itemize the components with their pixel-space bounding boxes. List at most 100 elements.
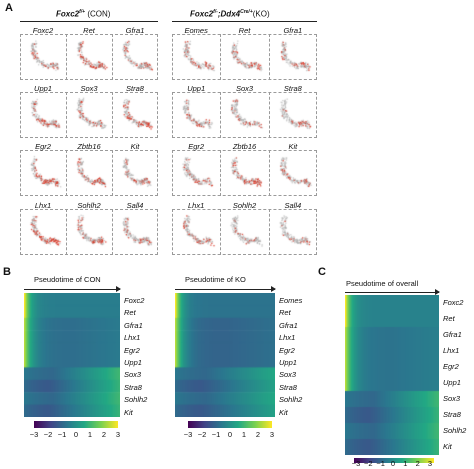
umap-plot bbox=[22, 211, 64, 249]
heatmap-gene-label: Foxc2 bbox=[124, 296, 145, 305]
umap-plot bbox=[68, 152, 110, 190]
umap-separator bbox=[220, 150, 222, 196]
heatmap-ko-title: Pseudotime of KO bbox=[185, 275, 246, 284]
heatmap-gene-label: Sohlh2 bbox=[279, 395, 303, 405]
heatmap-gene-label: Kit bbox=[443, 442, 452, 451]
heatmap-gene-label: Sohlh2 bbox=[443, 426, 467, 435]
colorbar-tick-label: −2 bbox=[43, 430, 53, 439]
umap-plot bbox=[222, 211, 267, 249]
colorbar-b2 bbox=[188, 421, 272, 428]
title-mid: ;Ddx4 bbox=[217, 9, 241, 19]
heatmap-gene-label: Eomes bbox=[279, 296, 303, 305]
umap-gene-label: Sohlh2 bbox=[77, 201, 101, 210]
umap-plot bbox=[68, 211, 110, 249]
colorbar-tick-label: 3 bbox=[115, 430, 121, 439]
colorbar-tick-label: −3 bbox=[29, 430, 39, 439]
umap-gene-label: Egr2 bbox=[188, 142, 205, 151]
heatmap-overall bbox=[345, 295, 439, 455]
umap-gene-label: Kit bbox=[288, 142, 298, 151]
heatmap-gene-label: Upp1 bbox=[124, 358, 142, 367]
group-underline-con bbox=[20, 21, 158, 22]
umap-plot bbox=[22, 152, 64, 190]
colorbar-tick-label: 1 bbox=[87, 430, 93, 439]
umap-gene-label: Lhx1 bbox=[188, 201, 205, 210]
umap-separator bbox=[66, 209, 67, 255]
umap-gene-label: Sox3 bbox=[235, 84, 254, 93]
pseudotime-arrow-ko bbox=[175, 286, 276, 292]
pseudotime-arrow-con bbox=[24, 286, 121, 292]
heatmap-gene-label: Sox3 bbox=[279, 370, 297, 380]
umap-gene-label: Sall4 bbox=[284, 201, 302, 210]
heatmap-gene-label: Stra8 bbox=[443, 410, 461, 419]
colorbar-b1 bbox=[34, 421, 118, 428]
title-gene: Foxc2 bbox=[56, 9, 80, 19]
umap-gene-label: Eomes bbox=[184, 26, 208, 35]
title-genotype: f/+ bbox=[79, 9, 86, 15]
umap-separator bbox=[112, 209, 113, 255]
umap-plot bbox=[174, 94, 218, 132]
umap-plot bbox=[114, 152, 156, 190]
panel-c-label: C bbox=[318, 266, 326, 278]
umap-plot bbox=[270, 94, 315, 132]
heatmap-con bbox=[24, 293, 120, 417]
umap-gene-label: Gfra1 bbox=[125, 26, 145, 35]
panel-a-label: A bbox=[5, 2, 13, 14]
umap-plot bbox=[114, 211, 156, 249]
colorbar-tick-label: −1 bbox=[57, 430, 67, 439]
umap-gene-label: Gfra1 bbox=[283, 26, 303, 35]
umap-gene-label: Foxc2 bbox=[32, 26, 54, 35]
umap-gene-label: Sohlh2 bbox=[232, 201, 257, 210]
umap-separator bbox=[220, 209, 222, 255]
umap-gene-label: Stra8 bbox=[283, 84, 302, 93]
heatmap-gene-label: Ret bbox=[279, 308, 291, 318]
heatmap-gene-label: Kit bbox=[279, 407, 288, 417]
group-title-con: Foxc2f/+ (CON) bbox=[56, 9, 110, 19]
umap-gene-label: Upp1 bbox=[187, 84, 206, 93]
heatmap-gene-label: Gfra1 bbox=[443, 330, 462, 339]
heatmap-gene-label: Foxc2 bbox=[443, 298, 464, 307]
panel-b-label: B bbox=[3, 266, 11, 278]
title-suffix: (CON) bbox=[87, 9, 111, 19]
umap-separator bbox=[268, 209, 270, 255]
title-suffix: (KO) bbox=[252, 9, 270, 19]
heatmap-ko bbox=[175, 293, 275, 417]
colorbar-tick-label: 0 bbox=[227, 430, 233, 439]
heatmap-gene-label: Sox3 bbox=[124, 370, 142, 380]
umap-gene-label: Sall4 bbox=[126, 201, 144, 210]
heatmap-gene-label: Sohlh2 bbox=[124, 395, 148, 405]
umap-plot bbox=[22, 94, 64, 132]
colorbar-tick-label: 2 bbox=[415, 459, 420, 468]
umap-separator bbox=[112, 150, 113, 196]
umap-gene-label: Stra8 bbox=[126, 84, 144, 93]
umap-plot bbox=[222, 94, 267, 132]
umap-plot bbox=[270, 152, 315, 190]
umap-gene-label: Kit bbox=[130, 142, 140, 151]
heatmap-gene-label: Gfra1 bbox=[124, 320, 143, 330]
heatmap-gene-label: Gfra1 bbox=[279, 320, 298, 330]
colorbar-tick-label: −2 bbox=[197, 430, 207, 439]
colorbar-tick-label: 3 bbox=[269, 430, 275, 439]
colorbar-tick-label: −3 bbox=[351, 459, 361, 468]
umap-plot bbox=[270, 36, 315, 74]
umap-gene-label: Lhx1 bbox=[34, 201, 52, 210]
colorbar-tick-label: 2 bbox=[255, 430, 261, 439]
umap-separator bbox=[66, 92, 67, 138]
umap-plot bbox=[270, 211, 315, 249]
colorbar-tick-label: 0 bbox=[73, 430, 79, 439]
colorbar-tick-label: 3 bbox=[427, 459, 433, 468]
umap-gene-label: Sox3 bbox=[80, 84, 98, 93]
heatmap-gene-label: Ret bbox=[124, 308, 136, 318]
heatmap-gene-label: Ret bbox=[443, 314, 455, 323]
group-underline-ko bbox=[172, 21, 317, 22]
colorbar-tick-label: 1 bbox=[241, 430, 247, 439]
colorbar-tick-label: −3 bbox=[183, 430, 193, 439]
umap-separator bbox=[268, 34, 270, 80]
colorbar-c bbox=[354, 458, 434, 463]
umap-plot bbox=[114, 36, 156, 74]
umap-plot bbox=[174, 36, 218, 74]
umap-plot bbox=[222, 152, 267, 190]
umap-separator bbox=[268, 150, 270, 196]
umap-gene-label: Upp1 bbox=[34, 84, 52, 93]
umap-separator bbox=[220, 34, 222, 80]
colorbar-tick-label: 0 bbox=[390, 459, 396, 468]
